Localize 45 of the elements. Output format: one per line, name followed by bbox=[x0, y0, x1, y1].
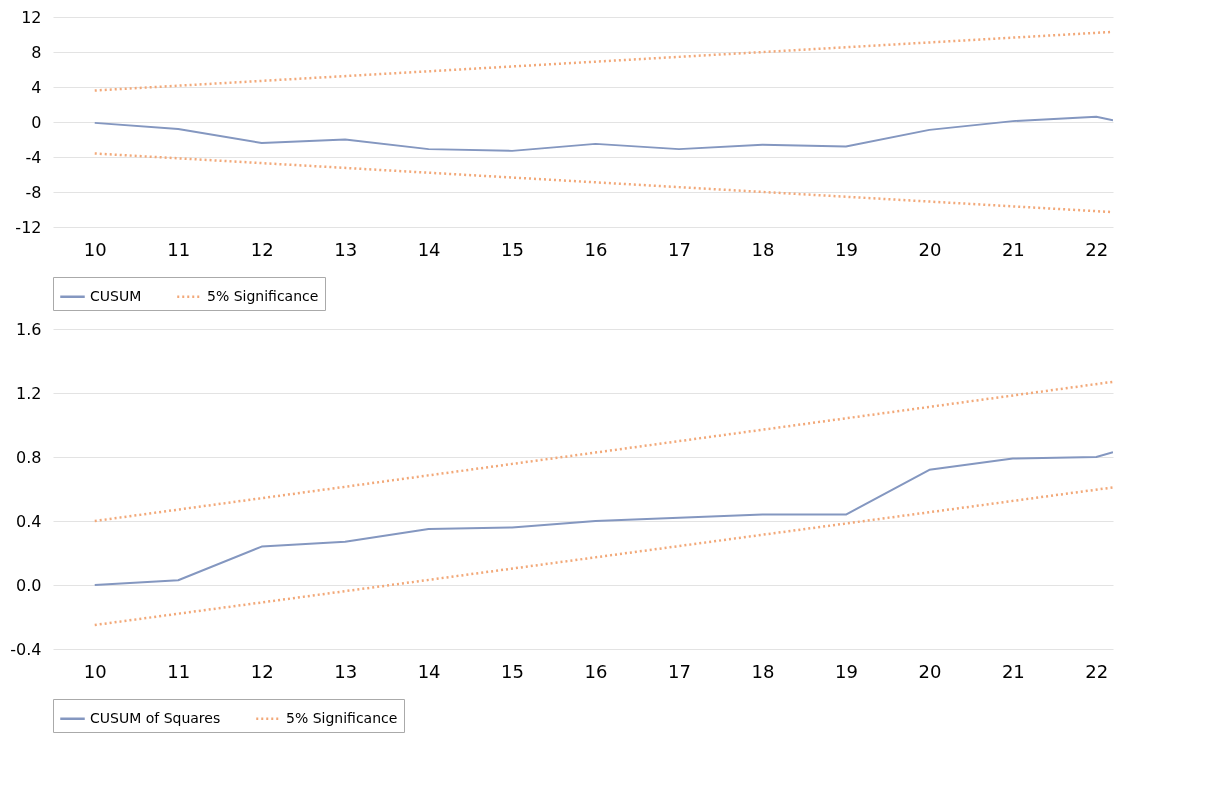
x-tick-label: 14 bbox=[417, 660, 441, 682]
line-series bbox=[93, 115, 1113, 152]
x-tick-label: 13 bbox=[334, 660, 358, 682]
y-tick-label: 1.6 bbox=[16, 319, 42, 339]
y-tick-label: 12 bbox=[21, 7, 42, 27]
line-series bbox=[93, 451, 1113, 586]
x-tick-label: 19 bbox=[834, 660, 858, 682]
x-tick-label: 19 bbox=[834, 238, 858, 260]
x-tick-label: 13 bbox=[334, 238, 358, 260]
x-tick-label: 20 bbox=[918, 238, 942, 260]
x-tick-label: 10 bbox=[83, 238, 107, 260]
x-tick-label: 21 bbox=[1001, 660, 1025, 682]
x-tick-label: 12 bbox=[250, 238, 274, 260]
y-tick-label: -4 bbox=[25, 147, 42, 167]
x-tick-label: 11 bbox=[167, 238, 191, 260]
x-tick-label: 18 bbox=[751, 660, 775, 682]
y-tick-label: 0.4 bbox=[16, 511, 42, 531]
y-tick-label: 4 bbox=[31, 77, 42, 97]
x-tick-label: 21 bbox=[1001, 238, 1025, 260]
x-tick-label: 18 bbox=[751, 238, 775, 260]
x-tick-label: 16 bbox=[584, 660, 608, 682]
x-tick-label: 20 bbox=[918, 660, 942, 682]
x-tick-label: 16 bbox=[584, 238, 608, 260]
y-tick-label: 0.8 bbox=[16, 447, 42, 467]
x-tick-label: 17 bbox=[668, 238, 691, 260]
y-tick-label: -12 bbox=[15, 217, 42, 237]
x-tick-label: 22 bbox=[1085, 238, 1109, 260]
x-tick-label: 15 bbox=[501, 238, 525, 260]
y-tick-label: 0.0 bbox=[16, 575, 42, 595]
legend-label: 5% Significance bbox=[207, 287, 319, 304]
y-tick-label: 1.2 bbox=[16, 383, 42, 403]
y-tick-label: -8 bbox=[25, 182, 42, 202]
x-tick-label: 11 bbox=[167, 660, 191, 682]
x-tick-label: 14 bbox=[417, 238, 441, 260]
y-tick-label: -0.4 bbox=[10, 639, 42, 659]
x-tick-label: 12 bbox=[250, 660, 274, 682]
legend-label: 5% Significance bbox=[286, 709, 398, 726]
legend-label: CUSUM bbox=[90, 287, 142, 304]
x-tick-label: 15 bbox=[501, 660, 525, 682]
x-tick-label: 10 bbox=[83, 660, 107, 682]
x-tick-label: 22 bbox=[1085, 660, 1109, 682]
x-tick-label: 17 bbox=[668, 660, 691, 682]
y-tick-label: 8 bbox=[31, 42, 42, 62]
legend-label: CUSUM of Squares bbox=[90, 709, 221, 726]
y-tick-label: 0 bbox=[31, 112, 42, 132]
